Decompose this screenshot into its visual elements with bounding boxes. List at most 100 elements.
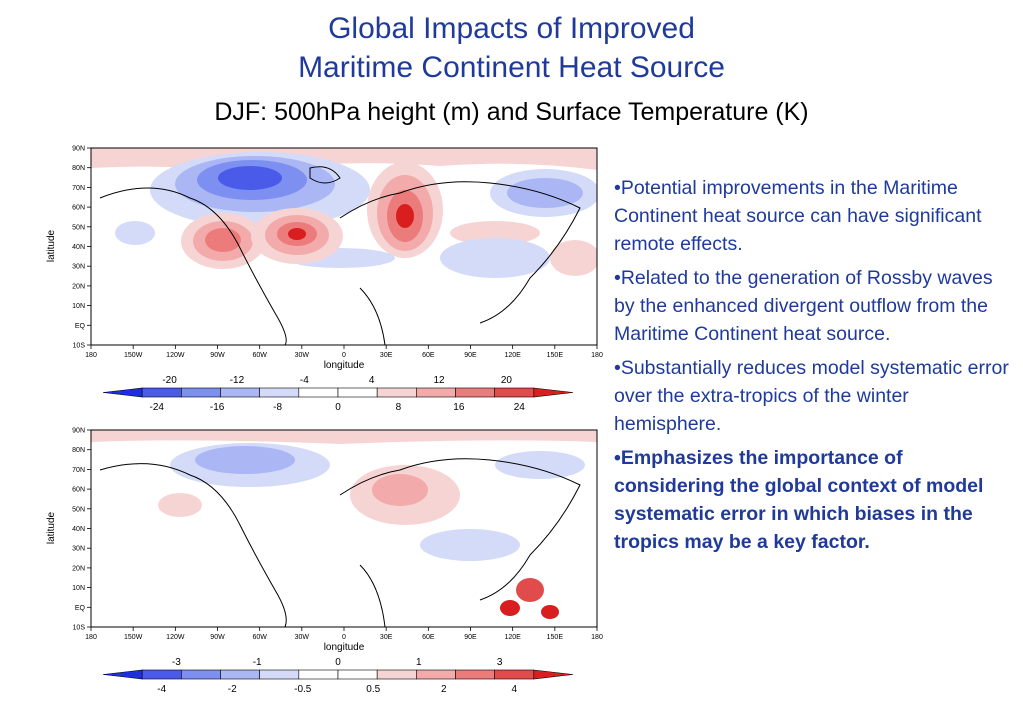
colorbar-lower-labels: -24 -16 -8 0 8 16 24 bbox=[149, 402, 525, 413]
longitude-tick-label: 90W bbox=[210, 352, 225, 359]
colorbar-lower-label: -2 bbox=[228, 684, 237, 695]
latitude-tick-label: 20N bbox=[72, 283, 85, 290]
colorbar-cell bbox=[416, 387, 456, 398]
colorbar-cell bbox=[337, 669, 378, 680]
latitude-tick-label: EQ bbox=[75, 605, 86, 612]
colorbar-cell bbox=[416, 669, 456, 680]
latitude-tick-label: 80N bbox=[72, 447, 85, 454]
longitude-tick-label: 30E bbox=[380, 352, 393, 359]
colorbar-upper-label: 12 bbox=[433, 375, 445, 386]
latitude-tick-label: 50N bbox=[72, 506, 85, 513]
colorbar-lower-label: 0.5 bbox=[366, 684, 380, 695]
latitude-tick-label: 10N bbox=[72, 303, 85, 310]
longitude-tick-label: 180 bbox=[85, 634, 97, 641]
bullet-item: •Potential improvements in the Maritime … bbox=[614, 177, 982, 255]
latitude-tick-label: 60N bbox=[72, 205, 85, 212]
latitude-tick-label: 60N bbox=[72, 487, 85, 494]
colorbar-lower-label: 16 bbox=[453, 402, 465, 413]
colorbar-lower-label: -4 bbox=[157, 684, 166, 695]
colorbar-lower-label: -0.5 bbox=[294, 684, 312, 695]
colorbar-lower-label: 4 bbox=[511, 684, 517, 695]
colorbar-lower-label: 0 bbox=[335, 402, 341, 413]
colorbar-upper-label: -4 bbox=[300, 375, 309, 386]
longitude-tick-label: 120W bbox=[166, 352, 185, 359]
colorbar-upper-label: 20 bbox=[501, 375, 513, 386]
colorbar-cell bbox=[259, 387, 300, 398]
latitude-tick-label: 90N bbox=[72, 428, 85, 435]
latitude-tick-label: 40N bbox=[72, 526, 85, 533]
colorbar-cell bbox=[141, 387, 182, 398]
longitude-tick-label: 90E bbox=[464, 634, 477, 641]
colorbar-lower-label: -16 bbox=[210, 402, 225, 413]
colorbar-cell bbox=[141, 669, 182, 680]
longitude-tick-label: 150W bbox=[124, 634, 143, 641]
colorbar-lower-label: 2 bbox=[441, 684, 447, 695]
longitude-tick-label: 0 bbox=[342, 634, 346, 641]
colorbar-cell bbox=[220, 387, 260, 398]
latitude-tick-label: 10S bbox=[73, 625, 86, 632]
colorbar-cell bbox=[181, 387, 221, 398]
longitude-tick-label: 30W bbox=[295, 352, 310, 359]
latitude-tick-label: 70N bbox=[72, 185, 85, 192]
longitude-tick-label: 120E bbox=[504, 352, 521, 359]
latitude-tick-label: 20N bbox=[72, 565, 85, 572]
longitude-tick-label: 60W bbox=[252, 352, 267, 359]
longitude-tick-label: 180 bbox=[85, 352, 97, 359]
colorbar bbox=[102, 669, 574, 680]
longitude-tick-label: 120E bbox=[504, 634, 521, 641]
colorbar-upper-label: -12 bbox=[230, 375, 245, 386]
colorbar-lower-label: 8 bbox=[396, 402, 402, 413]
colorbar-upper-label: -20 bbox=[162, 375, 177, 386]
latitude-ticks: 90N 80N 70N 60N 50N 40N 30N 20N 10N EQ 10S bbox=[72, 146, 91, 350]
height-anomaly-map-panel: 90N 80N 70N 60N 50N 40N 30N 20N 10N EQ 10S 180 150W… bbox=[46, 146, 603, 414]
longitude-tick-label: 120W bbox=[166, 634, 185, 641]
colorbar-cell bbox=[376, 669, 417, 680]
bullet-item: •Substantially reduces model systematic … bbox=[614, 357, 1009, 435]
longitude-tick-label: 60E bbox=[422, 634, 435, 641]
latitude-tick-label: 70N bbox=[72, 467, 85, 474]
colorbar-cell bbox=[102, 669, 143, 680]
longitude-tick-label: 30W bbox=[295, 634, 310, 641]
colorbar-cell bbox=[494, 669, 535, 680]
y-axis-label: latitude bbox=[46, 229, 57, 262]
colorbar bbox=[102, 387, 574, 398]
longitude-tick-label: 180 bbox=[591, 352, 603, 359]
colorbar-upper-label: 3 bbox=[497, 657, 503, 668]
slide-title-line-1: Global Impacts of Improved bbox=[328, 12, 695, 45]
colorbar-cell bbox=[455, 669, 495, 680]
slide-title-line-2: Maritime Continent Heat Source bbox=[298, 51, 725, 84]
colorbar-cell bbox=[181, 669, 221, 680]
colorbar-upper-label: 4 bbox=[369, 375, 375, 386]
colorbar-cell bbox=[533, 387, 574, 398]
bullet-item: •Related to the generation of Rossby wav… bbox=[614, 267, 993, 345]
colorbar-lower-label: -24 bbox=[149, 402, 164, 413]
colorbar-cell bbox=[533, 669, 574, 680]
x-axis-label: longitude bbox=[324, 360, 365, 371]
colorbar-upper-label: 1 bbox=[416, 657, 422, 668]
colorbar-cell bbox=[494, 387, 535, 398]
anomaly-shading bbox=[91, 430, 597, 627]
surface-temperature-map-panel: 90N 80N 70N 60N 50N 40N 30N 20N 10N EQ 10S 180 150W… bbox=[46, 428, 603, 696]
longitude-ticks: 180 150W 120W 90W 60W 30W 0 30E 60E 90E 120E 150E 18… bbox=[85, 345, 603, 359]
colorbar-upper-label: 0 bbox=[335, 657, 341, 668]
slide-subtitle: DJF: 500hPa height (m) and Surface Tempe… bbox=[214, 98, 809, 126]
colorbar-cell bbox=[259, 669, 300, 680]
bullet-list: •Potential improvements in the Maritime … bbox=[614, 174, 1009, 562]
colorbar-cell bbox=[298, 387, 339, 398]
colorbar-upper-labels: -20 -12 -4 4 12 20 bbox=[162, 375, 512, 386]
latitude-tick-label: 80N bbox=[72, 165, 85, 172]
latitude-tick-label: 10N bbox=[72, 585, 85, 592]
longitude-tick-label: 150W bbox=[124, 352, 143, 359]
longitude-tick-label: 150E bbox=[547, 634, 564, 641]
colorbar-cell bbox=[220, 669, 260, 680]
colorbar-lower-label: -8 bbox=[273, 402, 282, 413]
colorbar-lower-label: 24 bbox=[514, 402, 526, 413]
longitude-tick-label: 30E bbox=[380, 634, 393, 641]
colorbar-cell bbox=[337, 387, 378, 398]
y-axis-label: latitude bbox=[46, 511, 57, 544]
latitude-tick-label: 40N bbox=[72, 244, 85, 251]
latitude-tick-label: EQ bbox=[75, 323, 86, 330]
bullet-item-emphasis: •Emphasizes the importance of considerin… bbox=[614, 447, 984, 553]
longitude-tick-label: 0 bbox=[342, 352, 346, 359]
colorbar-upper-label: -3 bbox=[172, 657, 181, 668]
